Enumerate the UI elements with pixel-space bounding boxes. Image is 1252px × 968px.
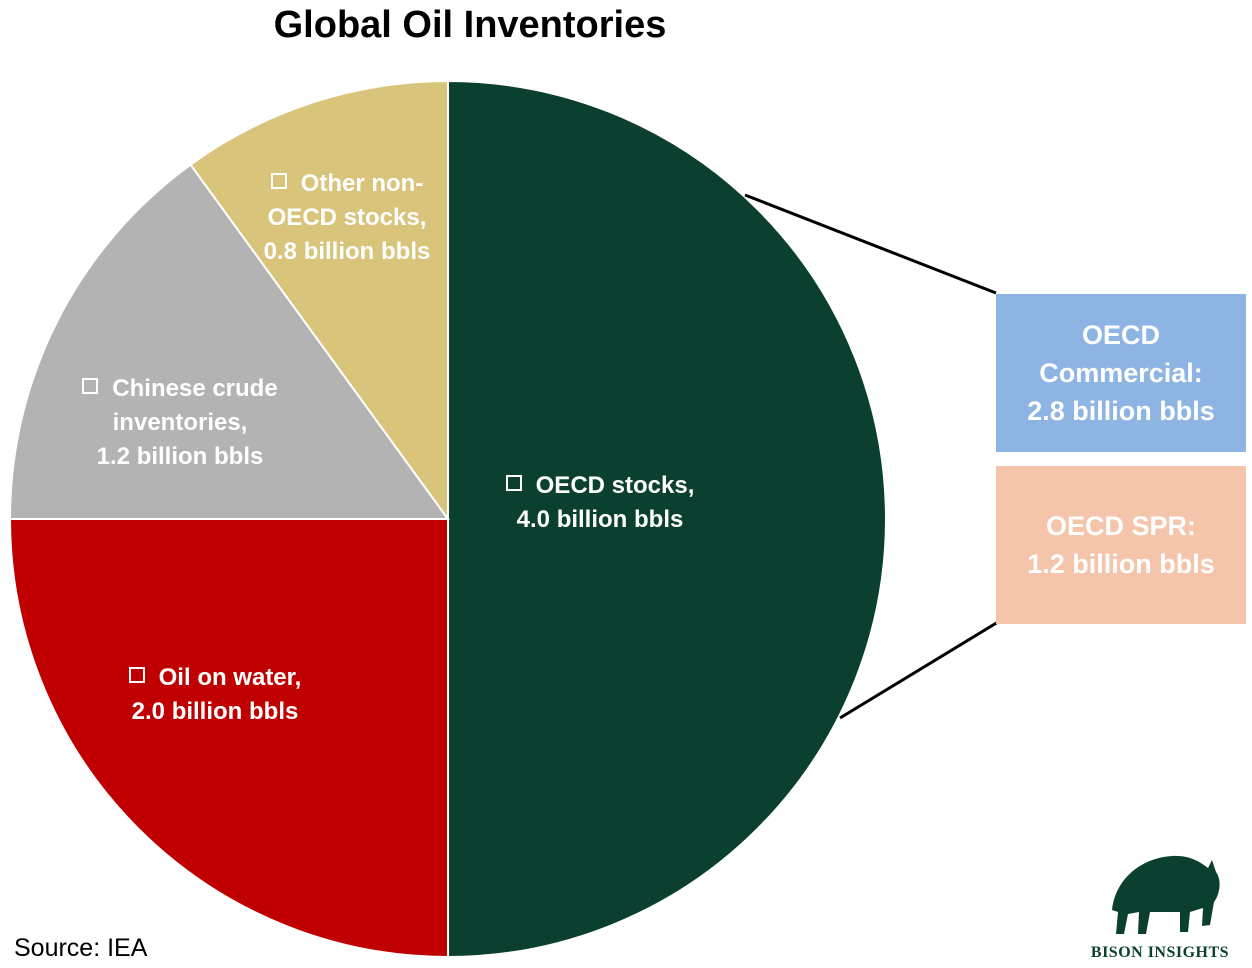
breakdown-box: OECD Commercial: 2.8 billion bbls <box>996 294 1246 452</box>
breakdown-value-label: 2.8 billion bbls <box>1027 396 1215 426</box>
slice-category: Other non-OECD stocks, <box>267 170 427 231</box>
slice-label-name: Oil on water, <box>55 661 375 695</box>
slice-label: Oil on water, 2.0 billion bbls <box>55 661 375 729</box>
slice-category: Chinese crude inventories, <box>112 375 278 436</box>
chart-title: Global Oil Inventories <box>273 4 667 46</box>
pie-slice <box>8 518 449 959</box>
label-marker <box>128 667 145 683</box>
slice-label: Other non-OECD stocks, 0.8 billion bbls <box>252 167 442 269</box>
pie-slice <box>447 79 887 959</box>
breakdown-value-label: 1.2 billion bbls <box>1027 549 1215 579</box>
slice-category: OECD stocks, <box>535 472 695 499</box>
label-marker <box>505 475 522 491</box>
slice-value-label: 1.2 billion bbls <box>96 443 264 470</box>
source-note: Source: IEA <box>14 934 148 962</box>
slice-label-name: Other non-OECD stocks, <box>252 167 442 235</box>
slice-value-label: 2.0 billion bbls <box>131 698 299 725</box>
slice-label: OECD stocks, 4.0 billion bbls <box>440 469 760 537</box>
breakdown-box: OECD SPR: 1.2 billion bbls <box>996 466 1246 624</box>
logo-text: BISON INSIGHTS <box>1090 944 1230 961</box>
slice-label-name: Chinese crude inventories, <box>60 372 300 440</box>
logo-icon <box>1112 855 1220 934</box>
breakdown-category: OECD Commercial: <box>1039 320 1203 388</box>
slice-value-label: 4.0 billion bbls <box>516 506 684 533</box>
connector-line <box>839 620 999 720</box>
pie-slice <box>189 79 449 523</box>
pie-slice <box>8 163 450 520</box>
slice-label-name: OECD stocks, <box>440 469 760 503</box>
slice-category: Oil on water, <box>158 664 302 691</box>
connector-line <box>744 193 997 295</box>
label-marker <box>82 378 99 394</box>
breakdown-category: OECD SPR: <box>1045 511 1197 541</box>
slice-value-label: 0.8 billion bbls <box>263 238 431 265</box>
slice-label: Chinese crude inventories, 1.2 billion bb… <box>60 372 300 474</box>
label-marker <box>270 173 287 189</box>
